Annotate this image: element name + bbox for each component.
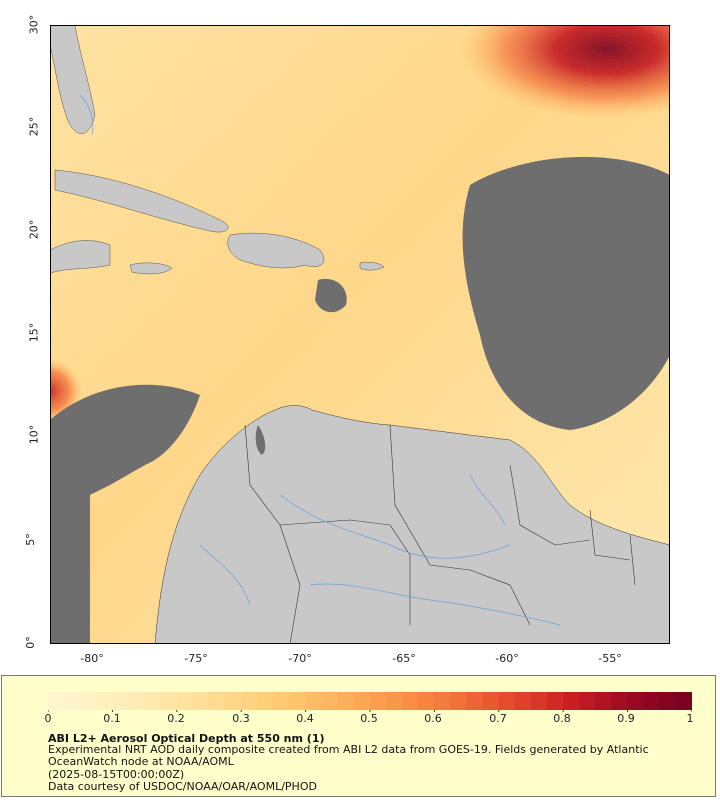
lon-label: -70° (288, 652, 312, 665)
colorbar-segment (450, 692, 468, 710)
country-borders (244, 424, 636, 644)
colorbar-tick-label: 0.7 (489, 712, 507, 725)
lat-label: 5° (23, 533, 37, 546)
puerto-rico-land (359, 262, 385, 271)
legend-title: ABI L2+ Aerosol Optical Depth at 550 nm … (48, 732, 325, 745)
colorbar-segment (96, 692, 113, 710)
lat-label: 30° (27, 14, 41, 35)
colorbar-segment (434, 692, 451, 710)
hispaniola-land (227, 232, 325, 269)
legend-panel: 0 0.1 0.2 0.3 0.4 0.5 0.6 0.7 0.8 0.9 1 … (1, 675, 716, 797)
colorbar-segment (370, 692, 387, 710)
colorbar-segment (514, 692, 532, 710)
colorbar-segment (241, 692, 258, 710)
colorbar-segment (160, 692, 178, 710)
colorbar-segment (225, 692, 242, 710)
colorbar-tick-label: 0.4 (296, 712, 314, 725)
colorbar-segment (112, 692, 129, 710)
colorbar-segment (547, 692, 564, 710)
colorbar-segment (595, 692, 612, 710)
colorbar-segment (305, 692, 323, 710)
colorbar-segment (643, 692, 661, 710)
colorbar-segment (128, 692, 146, 710)
aod-map (50, 25, 670, 644)
rivers (79, 94, 561, 626)
lat-label: 25° (27, 116, 41, 137)
colorbar-segment (386, 692, 403, 710)
lon-label: -80° (80, 652, 104, 665)
legend-credit: Data courtesy of USDOC/NOAA/OAR/AOML/PHO… (48, 780, 317, 793)
colorbar-tick-label: 0 (44, 712, 52, 725)
jamaica-land (129, 262, 173, 275)
colorbar-segment (498, 692, 516, 710)
no-data-cloud-south (50, 495, 90, 644)
colorbar-segment (353, 692, 371, 710)
colorbar-segment (321, 692, 339, 710)
colorbar-segment (579, 692, 596, 710)
colorbar-segment (273, 692, 290, 710)
colorbar-segment (64, 692, 81, 710)
legend-date: (2025-08-15T00:00:00Z) (48, 768, 185, 781)
colorbar-tick-label: 0.2 (167, 712, 185, 725)
yucatan-land (50, 240, 111, 274)
colorbar-segment (563, 692, 580, 710)
colorbar-segment (482, 692, 500, 710)
colorbar-segment (48, 692, 65, 710)
legend-description: Experimental NRT AOD daily composite cre… (48, 743, 649, 768)
map-panel (50, 25, 670, 644)
map-border (50, 25, 670, 644)
colorbar-segment (192, 692, 210, 710)
colorbar-segment (627, 692, 645, 710)
colorbar-segment (675, 692, 692, 710)
cuba-land (54, 169, 229, 233)
lat-label: 10° (27, 424, 41, 445)
florida-land (50, 25, 96, 134)
lat-label: 15° (27, 322, 41, 343)
colorbar-tick-label: 0.1 (103, 712, 121, 725)
colorbar-tick-label: 0.5 (360, 712, 378, 725)
lon-label: -55° (598, 652, 622, 665)
no-data-cloud-east (462, 156, 670, 431)
colorbar-segment (531, 692, 548, 710)
colorbar-tick-label: 0.3 (232, 712, 250, 725)
no-data-cloud-west (50, 384, 200, 510)
lon-label: -65° (392, 652, 416, 665)
colorbar-segment (402, 692, 419, 710)
colorbar-segment (289, 692, 307, 710)
colorbar-tick-label: 1 (686, 712, 694, 725)
lake-maracaibo (255, 425, 266, 455)
colorbar-segment (466, 692, 484, 710)
colorbar-segment (176, 692, 194, 710)
lat-label: 0° (23, 636, 37, 649)
colorbar-segment (257, 692, 274, 710)
colorbar-tick-label: 0.6 (424, 712, 442, 725)
lon-label: -60° (495, 652, 519, 665)
colorbar (48, 692, 692, 712)
colorbar-segment (659, 692, 677, 710)
lat-label: 20° (27, 219, 41, 240)
lon-label: -75° (184, 652, 208, 665)
colorbar-segment (418, 692, 435, 710)
colorbar-segment (144, 692, 162, 710)
colorbar-segment (337, 692, 355, 710)
south-america-land (154, 405, 670, 644)
colorbar-tick-label: 0.9 (617, 712, 635, 725)
colorbar-segment (209, 692, 226, 710)
no-data-cloud-small (315, 278, 347, 313)
colorbar-tick-label: 0.8 (553, 712, 571, 725)
colorbar-segment (80, 692, 97, 710)
colorbar-segment (611, 692, 629, 710)
